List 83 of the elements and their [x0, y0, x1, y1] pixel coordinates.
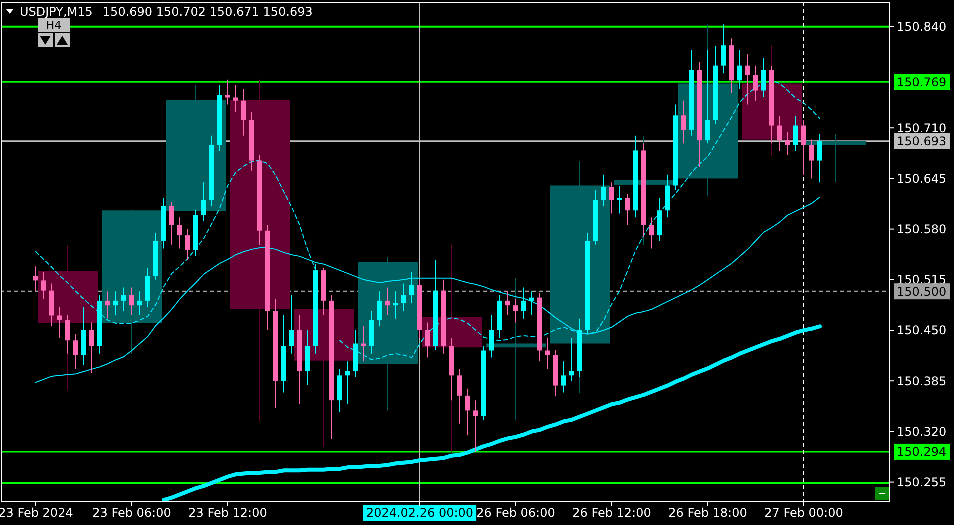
timeframe-button: H4 — [38, 18, 70, 32]
candlestick — [202, 182, 206, 222]
candlestick — [386, 287, 390, 316]
candlestick — [810, 139, 814, 180]
candlestick — [226, 79, 230, 106]
candlestick — [546, 338, 550, 370]
candlestick — [602, 174, 606, 206]
candlestick — [626, 194, 630, 226]
x-tick-label: 23 Feb 12:00 — [188, 506, 268, 520]
candlestick — [562, 361, 566, 394]
candlestick — [346, 361, 350, 405]
candlestick — [786, 132, 790, 156]
y-tick-label: 150.580 — [897, 222, 947, 237]
candlestick — [682, 100, 686, 144]
y-tick-label: 150.385 — [897, 374, 947, 388]
candlestick — [738, 50, 742, 90]
ref-line-label: 150.769 — [897, 75, 947, 90]
x-tick-label: 23 Feb 2024 — [0, 506, 74, 520]
x-tick-label: 26 Feb 12:00 — [572, 506, 652, 520]
x-tick-label: 26 Feb 06:00 — [476, 506, 556, 520]
y-tick-label: 150.840 — [897, 20, 947, 34]
candlestick — [102, 209, 162, 354]
chart-subtitle: 150.690 150.702 150.671 150.693 — [102, 5, 313, 19]
annotation: H4 — [46, 19, 62, 32]
ref-line-label: 150.294 — [897, 445, 947, 460]
candlestick — [130, 287, 134, 316]
candlestick — [362, 326, 366, 362]
chart-title: USDJPY,M15 — [20, 5, 93, 19]
candlestick — [114, 291, 118, 316]
candlestick — [762, 58, 766, 98]
candlestick — [550, 161, 610, 394]
y-tick-label: 150.515 — [897, 273, 947, 288]
candlestick — [402, 283, 406, 312]
candlestick — [610, 182, 614, 214]
candlestick — [618, 186, 622, 214]
candlestick — [74, 334, 78, 370]
ref-line-label: 150.500 — [897, 284, 947, 299]
candlestick — [42, 272, 46, 300]
candlestick — [754, 65, 758, 102]
candlestick — [530, 291, 534, 316]
candlestick — [522, 287, 526, 320]
y-tick-label: 150.320 — [897, 424, 947, 439]
candlestick — [58, 306, 62, 339]
y-tick-label: 150.450 — [897, 324, 947, 338]
candlestick — [178, 217, 182, 250]
candlestick — [802, 120, 806, 176]
candlestick — [186, 228, 190, 261]
x-tick-label: 2024.02.26 00:00 — [366, 506, 474, 520]
candlestick — [290, 294, 294, 354]
candlestick — [794, 116, 798, 152]
candlestick — [66, 314, 70, 354]
y-tick-label: 150.710 — [897, 121, 947, 136]
candlestick — [650, 217, 654, 250]
candlestick — [358, 256, 418, 412]
candlestick — [34, 266, 38, 292]
x-tick-label: 27 Feb 00:00 — [764, 506, 844, 520]
candlestick — [722, 24, 726, 74]
candlestick — [426, 322, 430, 358]
candlestick — [818, 134, 822, 184]
candlestick — [234, 84, 238, 114]
line-series — [162, 324, 822, 501]
candlestick — [138, 291, 142, 316]
candlestick — [466, 388, 470, 436]
x-tick-label: 26 Feb 18:00 — [668, 506, 748, 520]
candlestick — [122, 287, 126, 312]
candlestick — [474, 400, 478, 452]
candlestick — [506, 291, 510, 316]
candlestick — [170, 202, 174, 246]
candlestick — [106, 291, 110, 320]
candlestick — [378, 291, 382, 328]
candlestick — [90, 322, 94, 374]
candlestick — [746, 54, 750, 106]
candlestick — [242, 88, 246, 136]
y-tick-label: 150.255 — [897, 476, 947, 490]
y-tick-label: 150.645 — [897, 172, 947, 186]
candlestick — [570, 338, 574, 382]
candlestick — [410, 272, 414, 304]
ref-line-label: 150.693 — [897, 134, 947, 149]
candlestick — [458, 368, 462, 424]
candlestick — [778, 116, 782, 152]
candlestick — [514, 298, 518, 324]
x-tick-label: 23 Feb 06:00 — [92, 506, 172, 520]
candlestick — [490, 314, 494, 358]
